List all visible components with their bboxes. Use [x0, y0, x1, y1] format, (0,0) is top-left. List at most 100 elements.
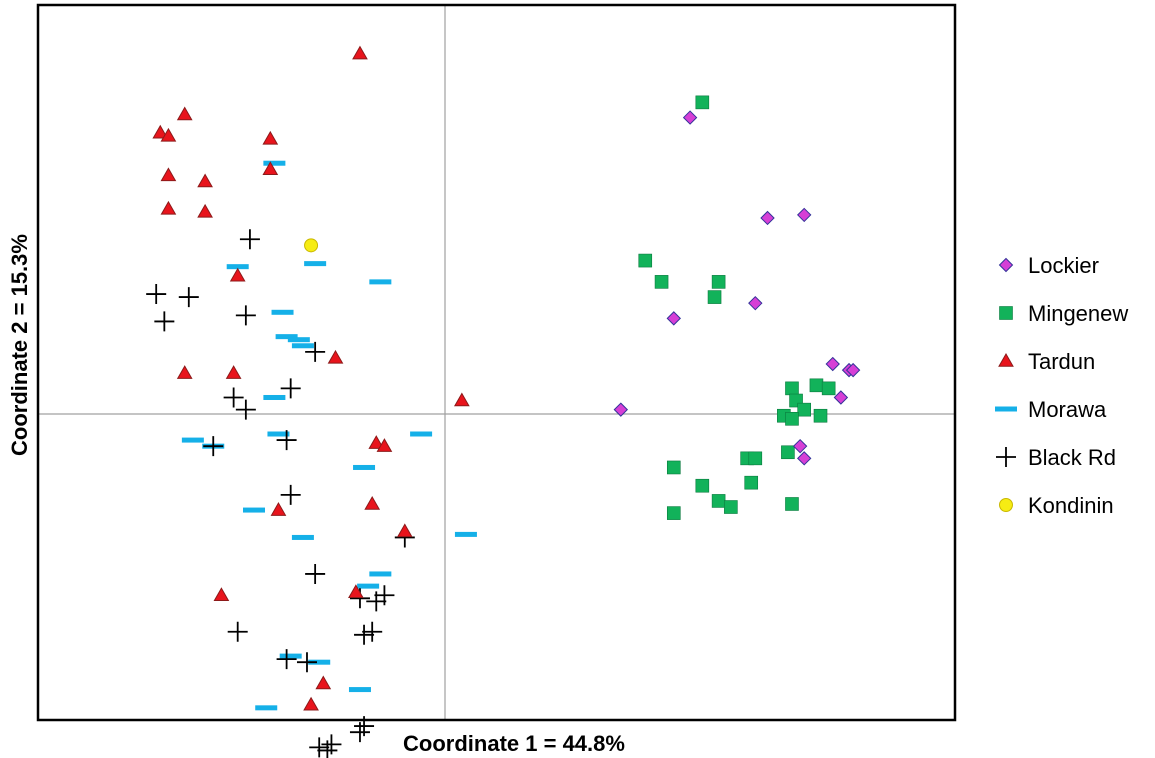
lockier-point: [666, 311, 681, 326]
black-rd-point: [309, 737, 330, 758]
plot-area: [38, 5, 955, 720]
legend-item-black-rd: Black Rd: [996, 445, 1116, 470]
lockier-point: [845, 362, 861, 378]
black-rd-point: [227, 621, 248, 642]
tardun-point: [352, 45, 368, 60]
tardun-point: [176, 365, 193, 379]
kondinin-point: [304, 238, 319, 253]
black-rd-point: [305, 563, 326, 584]
tardun-point: [376, 438, 393, 452]
black-rd-point: [354, 624, 375, 645]
mingenew-point: [744, 475, 759, 490]
tardun-point: [303, 696, 319, 711]
mingenew-point: [695, 478, 710, 493]
black-rd-point: [235, 399, 256, 420]
mingenew-point: [724, 500, 738, 514]
morawa-point: [279, 653, 302, 659]
mingenew-point: [797, 402, 812, 417]
lockier-point: [833, 390, 849, 405]
morawa-point: [353, 464, 376, 470]
lockier-point: [748, 295, 763, 311]
mingenew-point: [785, 411, 799, 426]
morawa-point: [255, 705, 278, 711]
morawa-point: [243, 507, 266, 513]
black-rd-point: [276, 649, 297, 670]
legend-marker-morawa: [995, 406, 1017, 412]
plot-frame: [36, 3, 957, 722]
legend-item-morawa: Morawa: [995, 397, 1107, 422]
tardun-point: [327, 349, 344, 364]
legend-label-lockier: Lockier: [1028, 253, 1099, 278]
mingenew-point: [781, 445, 795, 460]
morawa-point: [304, 261, 327, 267]
black-rd-point: [305, 341, 326, 362]
x-axis-title: Coordinate 1 = 44.8%: [403, 731, 625, 756]
points-layer: [146, 45, 861, 758]
morawa-point: [454, 531, 477, 537]
tardun-point: [368, 435, 385, 449]
legend-marker-mingenew: [999, 306, 1013, 320]
black-rd-point: [276, 430, 297, 451]
lockier-point: [796, 451, 812, 466]
legend-label-mingenew: Mingenew: [1028, 301, 1128, 326]
tardun-point: [270, 502, 287, 516]
morawa-point: [226, 264, 249, 270]
morawa-point: [357, 583, 380, 589]
black-rd-point: [154, 311, 175, 332]
tardun-point: [160, 200, 177, 215]
mingenew-point: [809, 378, 824, 393]
legend-marker-kondinin: [999, 498, 1013, 512]
tardun-point: [262, 161, 279, 176]
tardun-point: [453, 392, 470, 407]
mingenew-point: [707, 290, 722, 304]
black-rd-point: [317, 740, 338, 758]
tardun-point: [176, 106, 193, 121]
mingenew-point: [748, 451, 763, 466]
tardun-point: [213, 587, 230, 602]
mingenew-point: [666, 460, 681, 475]
y-axis-title: Coordinate 2 = 15.3%: [7, 234, 32, 456]
morawa-point: [271, 309, 294, 315]
black-rd-point: [280, 484, 301, 505]
black-rd-point: [146, 284, 167, 305]
black-rd-point: [321, 734, 342, 755]
mingenew-point: [695, 95, 710, 110]
black-rd-point: [366, 591, 387, 612]
legend-label-black-rd: Black Rd: [1028, 445, 1116, 470]
lockier-point: [682, 110, 698, 125]
legend-item-kondinin: Kondinin: [999, 493, 1114, 518]
mingenew-point: [821, 381, 836, 396]
legend-marker-tardun: [998, 352, 1014, 367]
legend-item-lockier: Lockier: [998, 253, 1099, 278]
morawa-point: [275, 334, 298, 340]
legend-label-tardun: Tardun: [1028, 349, 1095, 374]
morawa-point: [263, 160, 286, 166]
legend: Lockier Mingenew Tardun Morawa Black Rd Kondi…: [995, 253, 1128, 518]
black-rd-point: [203, 436, 224, 457]
legend-item-mingenew: Mingenew: [999, 301, 1128, 326]
morawa-point: [348, 687, 371, 693]
legend-item-tardun: Tardun: [998, 349, 1095, 374]
black-rd-point: [235, 305, 256, 326]
black-rd-point: [349, 722, 370, 743]
tardun-point: [315, 675, 332, 690]
morawa-point: [287, 337, 310, 343]
tardun-point: [160, 167, 177, 182]
mingenew-point: [666, 506, 681, 520]
legend-marker-black-rd: [996, 447, 1016, 467]
morawa-point: [291, 534, 314, 540]
morawa-point: [267, 431, 290, 437]
mingenew-point: [654, 275, 669, 289]
morawa-point: [410, 431, 433, 437]
morawa-point: [308, 659, 331, 665]
legend-label-morawa: Morawa: [1028, 397, 1107, 422]
morawa-point: [369, 279, 392, 285]
tardun-point: [262, 130, 279, 145]
lockier-point: [792, 438, 808, 454]
mingenew-point: [711, 494, 726, 508]
mingenew-point: [638, 253, 653, 268]
lockier-point: [613, 402, 629, 417]
tardun-point: [348, 584, 364, 598]
mingenew-point: [785, 381, 799, 396]
